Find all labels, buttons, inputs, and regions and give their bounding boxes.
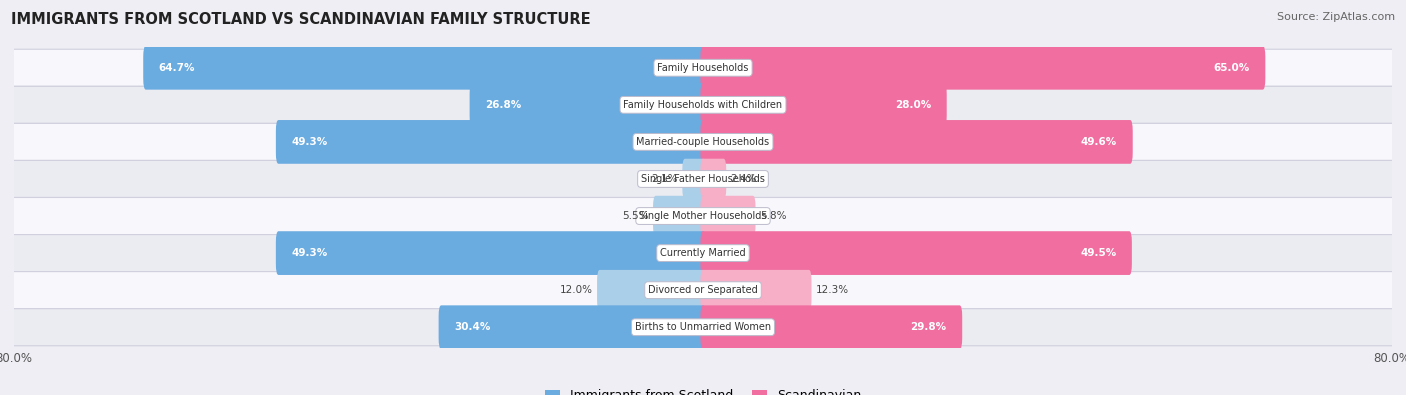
- Text: 5.8%: 5.8%: [759, 211, 786, 221]
- Text: 49.3%: 49.3%: [291, 248, 328, 258]
- FancyBboxPatch shape: [700, 305, 962, 349]
- Text: Single Mother Households: Single Mother Households: [640, 211, 766, 221]
- FancyBboxPatch shape: [700, 83, 946, 127]
- Text: 49.6%: 49.6%: [1081, 137, 1118, 147]
- Text: 65.0%: 65.0%: [1213, 63, 1250, 73]
- FancyBboxPatch shape: [439, 305, 706, 349]
- Text: 30.4%: 30.4%: [454, 322, 491, 332]
- FancyBboxPatch shape: [700, 120, 1133, 164]
- Text: 29.8%: 29.8%: [911, 322, 946, 332]
- FancyBboxPatch shape: [276, 120, 706, 164]
- Text: Births to Unmarried Women: Births to Unmarried Women: [636, 322, 770, 332]
- FancyBboxPatch shape: [7, 87, 1399, 123]
- Text: 49.5%: 49.5%: [1080, 248, 1116, 258]
- FancyBboxPatch shape: [700, 46, 1265, 90]
- FancyBboxPatch shape: [652, 196, 706, 236]
- FancyBboxPatch shape: [7, 272, 1399, 308]
- Text: IMMIGRANTS FROM SCOTLAND VS SCANDINAVIAN FAMILY STRUCTURE: IMMIGRANTS FROM SCOTLAND VS SCANDINAVIAN…: [11, 12, 591, 27]
- FancyBboxPatch shape: [7, 235, 1399, 272]
- FancyBboxPatch shape: [470, 83, 706, 127]
- FancyBboxPatch shape: [276, 231, 706, 275]
- FancyBboxPatch shape: [700, 159, 727, 199]
- Text: 12.3%: 12.3%: [815, 285, 849, 295]
- Text: Source: ZipAtlas.com: Source: ZipAtlas.com: [1277, 12, 1395, 22]
- FancyBboxPatch shape: [7, 49, 1399, 87]
- FancyBboxPatch shape: [7, 308, 1399, 346]
- FancyBboxPatch shape: [7, 198, 1399, 235]
- FancyBboxPatch shape: [700, 196, 755, 236]
- FancyBboxPatch shape: [7, 160, 1399, 198]
- Text: Single Father Households: Single Father Households: [641, 174, 765, 184]
- Text: 2.4%: 2.4%: [731, 174, 756, 184]
- Text: 5.5%: 5.5%: [623, 211, 648, 221]
- Text: 2.1%: 2.1%: [651, 174, 678, 184]
- Text: 28.0%: 28.0%: [896, 100, 931, 110]
- FancyBboxPatch shape: [700, 231, 1132, 275]
- Text: Married-couple Households: Married-couple Households: [637, 137, 769, 147]
- Text: Family Households: Family Households: [658, 63, 748, 73]
- FancyBboxPatch shape: [7, 123, 1399, 160]
- Text: Currently Married: Currently Married: [661, 248, 745, 258]
- Legend: Immigrants from Scotland, Scandinavian: Immigrants from Scotland, Scandinavian: [540, 384, 866, 395]
- Text: Divorced or Separated: Divorced or Separated: [648, 285, 758, 295]
- FancyBboxPatch shape: [143, 46, 706, 90]
- Text: 12.0%: 12.0%: [560, 285, 593, 295]
- Text: 49.3%: 49.3%: [291, 137, 328, 147]
- FancyBboxPatch shape: [682, 159, 706, 199]
- FancyBboxPatch shape: [700, 270, 811, 310]
- FancyBboxPatch shape: [598, 270, 706, 310]
- Text: 64.7%: 64.7%: [159, 63, 195, 73]
- Text: 26.8%: 26.8%: [485, 100, 522, 110]
- Text: Family Households with Children: Family Households with Children: [623, 100, 783, 110]
